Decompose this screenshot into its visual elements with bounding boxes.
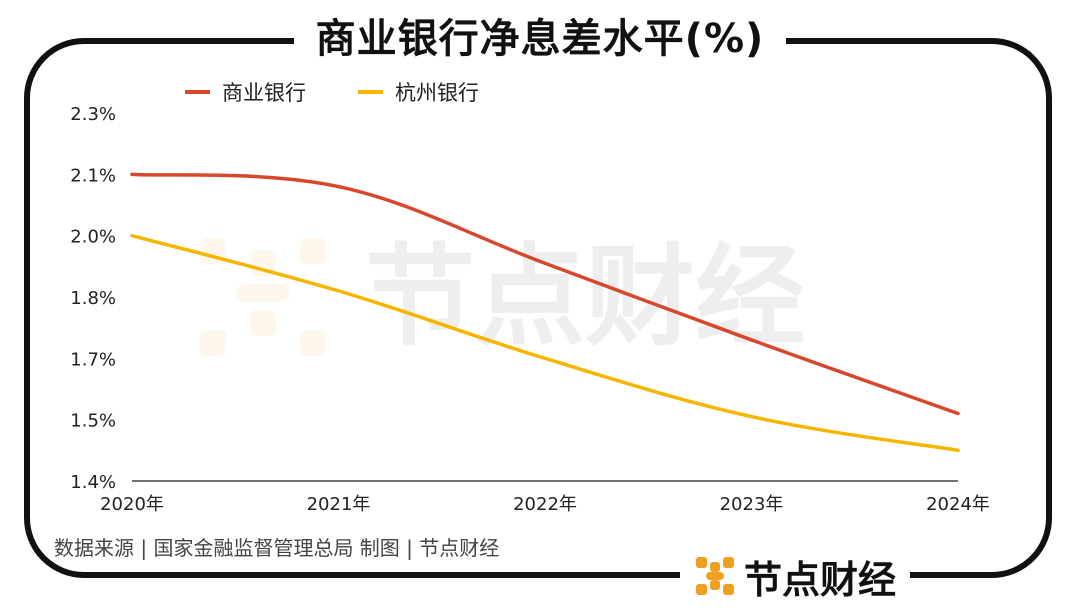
- watermark-text: 节点财经: [365, 233, 805, 361]
- legend: 商业银行 杭州银行: [185, 81, 479, 105]
- y-tick-label: 2.0%: [70, 227, 116, 248]
- y-tick-label: 1.7%: [70, 349, 116, 370]
- x-tick-label: 2020年: [100, 494, 164, 515]
- chart-title: 商业银行净息差水平(%): [293, 6, 787, 64]
- x-tick-label: 2024年: [926, 494, 990, 515]
- series-line-hangzhou-bank: [130, 233, 960, 453]
- title-wrapper: 商业银行净息差水平(%): [0, 6, 1080, 64]
- y-tick-label: 1.4%: [70, 472, 116, 493]
- brand-logo: 节点财经: [680, 546, 911, 606]
- y-tick-label: 1.5%: [70, 411, 116, 432]
- y-tick-labels: 2.3% 2.1% 2.0% 1.8% 1.7% 1.5% 1.4%: [70, 104, 116, 493]
- legend-label-hangzhou: 杭州银行: [395, 81, 479, 105]
- x-tick-labels: 2020年 2021年 2022年 2023年 2024年: [100, 494, 990, 515]
- y-tick-label: 2.1%: [70, 165, 116, 186]
- x-tick-label: 2021年: [307, 494, 371, 515]
- watermark: 节点财经: [200, 233, 805, 361]
- watermark-logo-icon: [200, 238, 326, 356]
- series-line-commercial-banks: [130, 172, 960, 416]
- x-tick-label: 2023年: [720, 494, 784, 515]
- legend-label-commercial: 商业银行: [222, 81, 306, 105]
- x-tick-label: 2022年: [513, 494, 577, 515]
- series-lines: [130, 172, 960, 453]
- brand-name: 节点财经: [744, 557, 897, 602]
- y-tick-label: 1.8%: [70, 288, 116, 309]
- source-note: 数据来源 | 国家金融监督管理总局 制图 | 节点财经: [54, 536, 500, 560]
- y-tick-label: 2.3%: [70, 104, 116, 125]
- brand-logo-icon: [696, 557, 734, 595]
